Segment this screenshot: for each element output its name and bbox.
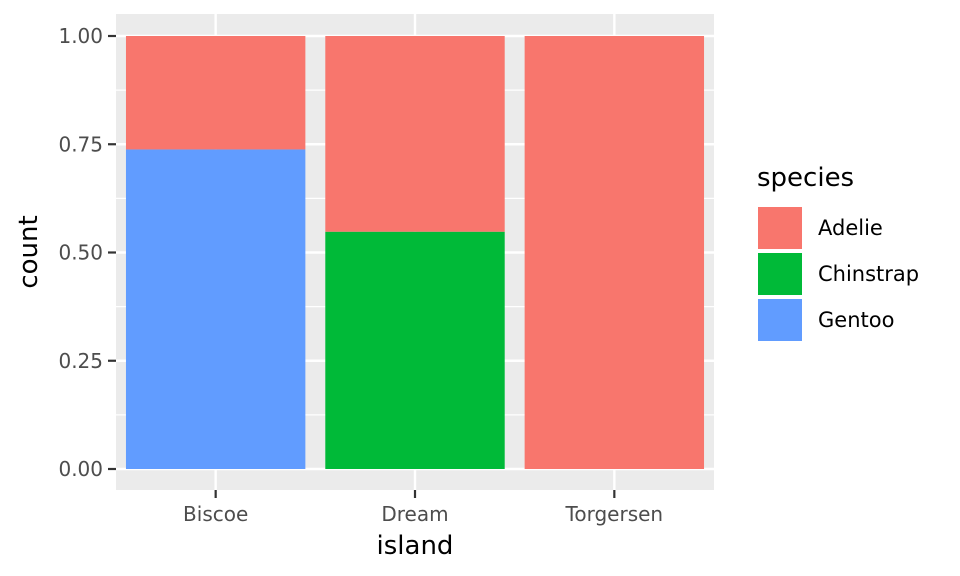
legend-label-chinstrap: Chinstrap — [818, 262, 919, 286]
bar-biscoe-gentoo — [125, 149, 306, 470]
x-axis-title: island — [377, 531, 454, 561]
bar-torgersen-adelie — [524, 36, 705, 469]
x-axis: Biscoe Dream Torgersen — [183, 490, 663, 526]
legend-key-gentoo — [756, 297, 804, 343]
legend: species Adelie Chinstrap Gentoo — [756, 163, 919, 343]
y-tick-label: 0.25 — [58, 349, 103, 373]
y-axis: 0.00 0.25 0.50 0.75 1.00 — [58, 24, 116, 481]
y-tick-label: 0.00 — [58, 457, 103, 481]
bar-biscoe-adelie — [125, 36, 306, 150]
legend-label-gentoo: Gentoo — [818, 308, 894, 332]
x-tick-label: Torgersen — [565, 502, 664, 526]
bar-dream-chinstrap — [325, 231, 505, 469]
legend-key-chinstrap — [756, 251, 804, 297]
x-tick-label: Dream — [381, 502, 448, 526]
y-axis-title: count — [14, 215, 44, 288]
legend-key-adelie — [756, 205, 804, 251]
x-tick-label: Biscoe — [183, 502, 248, 526]
y-tick-label: 0.50 — [58, 241, 103, 265]
bars — [125, 36, 705, 470]
y-tick-label: 0.75 — [58, 132, 103, 156]
legend-label-adelie: Adelie — [818, 216, 883, 240]
y-tick-label: 1.00 — [58, 24, 103, 48]
legend-title: species — [757, 163, 854, 193]
bar-dream-adelie — [325, 36, 505, 232]
